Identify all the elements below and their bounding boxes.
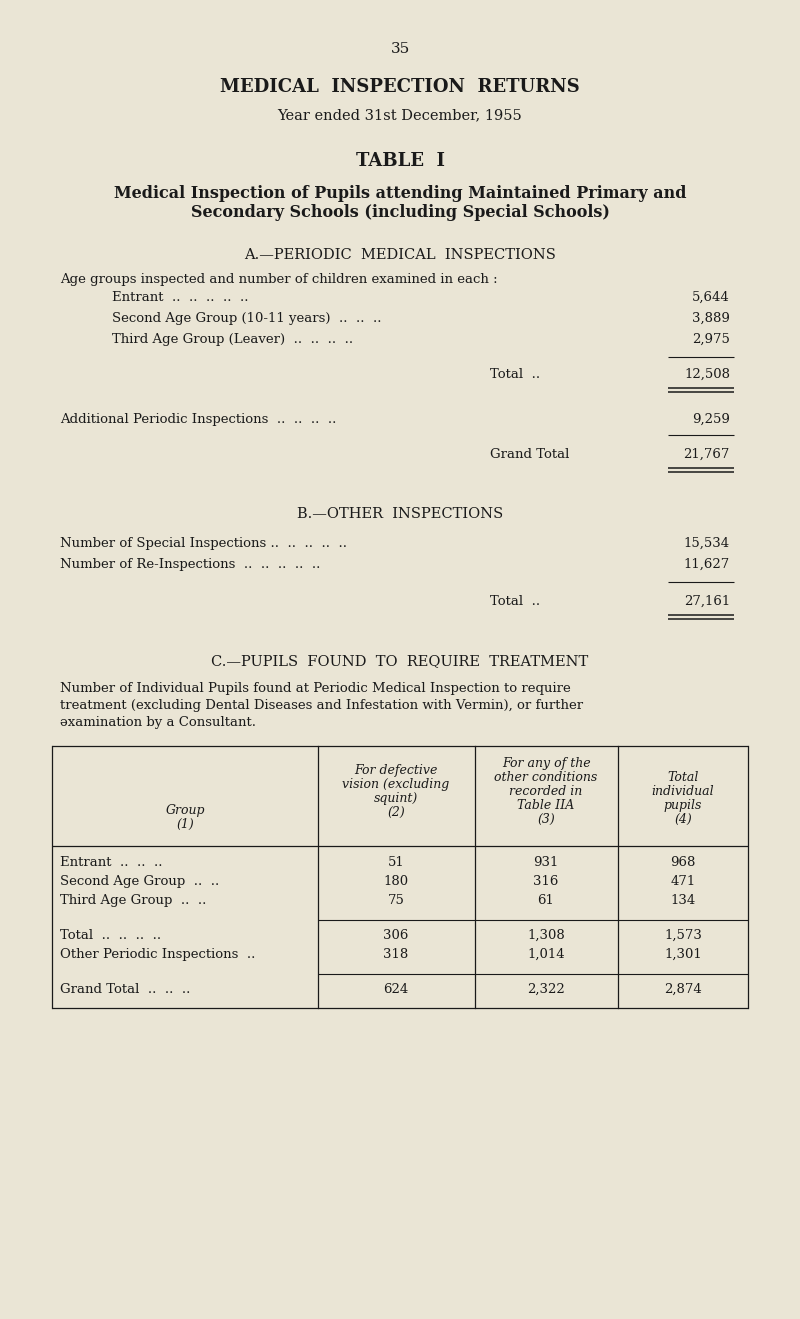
Text: Table IIA: Table IIA (518, 799, 574, 813)
Text: 134: 134 (670, 894, 696, 907)
Text: 12,508: 12,508 (684, 368, 730, 381)
Text: Grand Total: Grand Total (490, 448, 570, 462)
Text: Total  ..  ..  ..  ..: Total .. .. .. .. (60, 929, 161, 942)
Text: Year ended 31st December, 1955: Year ended 31st December, 1955 (278, 108, 522, 121)
Text: 15,534: 15,534 (684, 537, 730, 550)
Text: Third Age Group  ..  ..: Third Age Group .. .. (60, 894, 206, 907)
Text: əxamination by a Consultant.: əxamination by a Consultant. (60, 716, 256, 729)
Text: Additional Periodic Inspections  ..  ..  ..  ..: Additional Periodic Inspections .. .. ..… (60, 413, 336, 426)
Text: 1,573: 1,573 (664, 929, 702, 942)
Text: 21,767: 21,767 (684, 448, 730, 462)
Text: Grand Total  ..  ..  ..: Grand Total .. .. .. (60, 983, 190, 996)
Text: Number of Special Inspections ..  ..  ..  ..  ..: Number of Special Inspections .. .. .. .… (60, 537, 347, 550)
Text: 35: 35 (390, 42, 410, 55)
Text: vision (excluding: vision (excluding (342, 778, 450, 791)
Text: TABLE  I: TABLE I (355, 152, 445, 170)
Text: Entrant  ..  ..  ..  ..  ..: Entrant .. .. .. .. .. (112, 291, 249, 303)
Text: 968: 968 (670, 856, 696, 869)
Text: 2,874: 2,874 (664, 983, 702, 996)
Text: 3,889: 3,889 (692, 313, 730, 324)
Text: 2,322: 2,322 (527, 983, 565, 996)
Text: 180: 180 (383, 874, 409, 888)
Text: (2): (2) (387, 806, 405, 819)
Text: Secondary Schools (including Special Schools): Secondary Schools (including Special Sch… (190, 204, 610, 222)
Text: 27,161: 27,161 (684, 595, 730, 608)
Text: treatment (excluding Dental Diseases and Infestation with Vermin), or further: treatment (excluding Dental Diseases and… (60, 699, 583, 712)
Text: 931: 931 (534, 856, 558, 869)
Text: 318: 318 (383, 948, 409, 962)
Text: recorded in: recorded in (510, 785, 582, 798)
Text: Medical Inspection of Pupils attending Maintained Primary and: Medical Inspection of Pupils attending M… (114, 185, 686, 202)
Text: Entrant  ..  ..  ..: Entrant .. .. .. (60, 856, 162, 869)
Text: Second Age Group (10-11 years)  ..  ..  ..: Second Age Group (10-11 years) .. .. .. (112, 313, 382, 324)
Text: (4): (4) (674, 813, 692, 826)
Text: 471: 471 (670, 874, 696, 888)
Text: For any of the: For any of the (502, 757, 590, 770)
Text: A.—PERIODIC  MEDICAL  INSPECTIONS: A.—PERIODIC MEDICAL INSPECTIONS (244, 248, 556, 262)
Text: 316: 316 (534, 874, 558, 888)
Text: individual: individual (652, 785, 714, 798)
Text: 1,014: 1,014 (527, 948, 565, 962)
Text: Second Age Group  ..  ..: Second Age Group .. .. (60, 874, 219, 888)
Text: (3): (3) (537, 813, 555, 826)
Text: Number of Individual Pupils found at Periodic Medical Inspection to require: Number of Individual Pupils found at Per… (60, 682, 570, 695)
Text: 624: 624 (383, 983, 409, 996)
Text: (1): (1) (176, 818, 194, 831)
Text: Third Age Group (Leaver)  ..  ..  ..  ..: Third Age Group (Leaver) .. .. .. .. (112, 332, 353, 346)
Text: Age groups inspected and number of children examined in each :: Age groups inspected and number of child… (60, 273, 498, 286)
Text: Number of Re-Inspections  ..  ..  ..  ..  ..: Number of Re-Inspections .. .. .. .. .. (60, 558, 320, 571)
Text: Total: Total (667, 772, 698, 783)
Text: squint): squint) (374, 791, 418, 805)
Text: Total  ..: Total .. (490, 368, 540, 381)
Text: 1,308: 1,308 (527, 929, 565, 942)
Text: pupils: pupils (664, 799, 702, 813)
Text: 51: 51 (388, 856, 404, 869)
Text: 5,644: 5,644 (692, 291, 730, 303)
Text: For defective: For defective (354, 764, 438, 777)
Text: 61: 61 (538, 894, 554, 907)
Text: B.—OTHER  INSPECTIONS: B.—OTHER INSPECTIONS (297, 506, 503, 521)
Text: Group: Group (166, 805, 205, 816)
Text: C.—PUPILS  FOUND  TO  REQUIRE  TREATMENT: C.—PUPILS FOUND TO REQUIRE TREATMENT (211, 654, 589, 667)
Text: Other Periodic Inspections  ..: Other Periodic Inspections .. (60, 948, 255, 962)
Text: 306: 306 (383, 929, 409, 942)
Text: 9,259: 9,259 (692, 413, 730, 426)
Text: other conditions: other conditions (494, 772, 598, 783)
Text: 1,301: 1,301 (664, 948, 702, 962)
Text: 75: 75 (387, 894, 405, 907)
Text: MEDICAL  INSPECTION  RETURNS: MEDICAL INSPECTION RETURNS (220, 78, 580, 96)
Text: 11,627: 11,627 (684, 558, 730, 571)
Text: Total  ..: Total .. (490, 595, 540, 608)
Text: 2,975: 2,975 (692, 332, 730, 346)
